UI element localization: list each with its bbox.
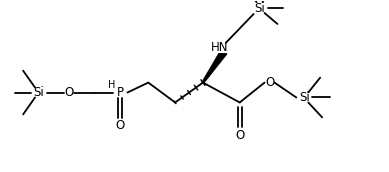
Polygon shape	[202, 54, 227, 83]
Text: P: P	[117, 86, 124, 99]
Text: Si: Si	[33, 86, 44, 99]
Text: Si: Si	[254, 2, 265, 15]
Text: O: O	[235, 129, 244, 142]
Text: O: O	[64, 86, 74, 99]
Text: H: H	[108, 80, 115, 90]
Text: O: O	[116, 119, 125, 132]
Text: HN: HN	[211, 41, 229, 54]
Text: O: O	[265, 76, 274, 89]
Text: Si: Si	[299, 91, 310, 104]
